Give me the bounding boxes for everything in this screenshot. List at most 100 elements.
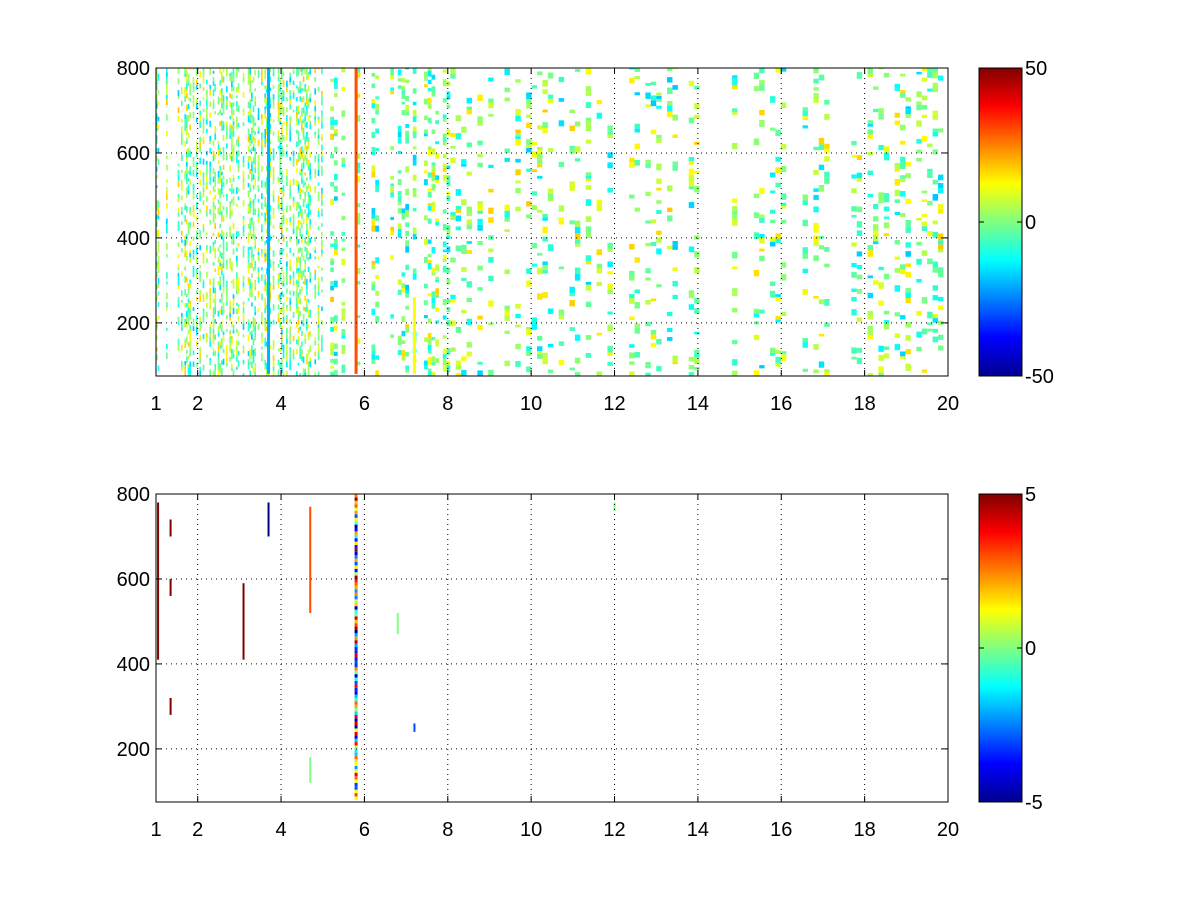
heatmap-cell (307, 336, 310, 340)
heatmap-cell (424, 238, 428, 245)
heatmap-cell (307, 299, 310, 303)
heatmap-cell (247, 325, 250, 332)
heatmap-cell (301, 286, 303, 292)
heatmap-cell (299, 298, 302, 305)
heatmap-cell (442, 142, 447, 146)
heatmap-cell (431, 74, 436, 80)
heatmap-cell (237, 140, 240, 145)
heatmap-cell (266, 88, 268, 93)
heatmap-cell (431, 176, 436, 182)
heatmap-cell (189, 283, 192, 289)
heatmap-cell (277, 88, 280, 96)
heatmap-cell (277, 273, 280, 277)
heatmap-cell (299, 263, 302, 270)
heatmap-cell (282, 352, 285, 359)
heatmap-cell (536, 346, 543, 352)
heatmap-cell (232, 78, 235, 83)
heatmap-cell (667, 105, 673, 112)
heatmap-cell (181, 317, 183, 324)
heatmap-cell (232, 109, 235, 116)
heatmap-cell (526, 280, 532, 287)
heatmap-cell (753, 313, 760, 318)
heatmap-cell (277, 202, 280, 206)
heatmap-cell (272, 250, 275, 257)
heatmap-cell (607, 261, 613, 268)
heatmap-cell (780, 202, 787, 206)
heatmap-cell (302, 373, 305, 376)
heatmap-cell (266, 138, 268, 143)
heatmap-streak (267, 68, 271, 374)
heatmap-cell (442, 265, 447, 273)
heatmap-cell (272, 275, 275, 279)
heatmap-cell (424, 283, 428, 289)
heatmap-cell (289, 326, 292, 333)
heatmap-cell (217, 345, 220, 353)
heatmap-cell (307, 331, 310, 337)
heatmap-cell (281, 339, 283, 345)
y-tick-label: 800 (117, 58, 150, 80)
heatmap-cell (435, 221, 440, 226)
heatmap-cell (667, 207, 673, 213)
heatmap-cell (753, 232, 760, 240)
heatmap-cell (905, 363, 911, 369)
heatmap-cell (477, 205, 483, 211)
heatmap-cell (317, 226, 320, 231)
heatmap-cell (184, 73, 187, 77)
heatmap-cell (321, 267, 323, 271)
heatmap-cell (272, 284, 275, 290)
heatmap-cell (856, 274, 863, 280)
heatmap-cell (299, 83, 302, 90)
heatmap-cell (867, 329, 873, 336)
heatmap-cell (455, 205, 462, 210)
heatmap-cell (231, 338, 233, 345)
heatmap-cell (297, 68, 300, 76)
heatmap-cell (251, 130, 253, 138)
colorbar-tick-label: -5 (1025, 792, 1043, 814)
heatmap-cell (307, 309, 310, 314)
heatmap-cell (354, 680, 358, 685)
heatmap-cell (264, 324, 267, 332)
heatmap-cell (242, 72, 245, 78)
heatmap-cell (156, 128, 158, 132)
heatmap-cell (354, 731, 358, 736)
heatmap-cell (461, 199, 467, 206)
heatmap-cell (867, 68, 873, 74)
heatmap-cell (296, 179, 298, 187)
x-tick-label: 4 (275, 819, 286, 841)
heatmap-cell (157, 241, 160, 247)
heatmap-cell (157, 284, 160, 288)
heatmap-cell (187, 189, 190, 195)
heatmap-cell (281, 128, 283, 134)
heatmap-cell (354, 697, 358, 702)
heatmap-cell (466, 241, 472, 244)
heatmap-cell (309, 114, 312, 118)
heatmap-cell (405, 188, 410, 196)
heatmap-cell (251, 273, 253, 278)
heatmap-cell (569, 145, 575, 149)
heatmap-cell (237, 282, 240, 288)
heatmap-cell (236, 275, 238, 279)
heatmap-cell (254, 131, 257, 135)
heatmap-cell (277, 312, 280, 318)
heatmap-cell (354, 772, 358, 777)
heatmap-cell (424, 179, 428, 186)
heatmap-cell (371, 171, 376, 178)
heatmap-cell (526, 168, 532, 172)
heatmap-cell (442, 249, 447, 253)
heatmap-cell (309, 345, 312, 353)
heatmap-cell (354, 725, 358, 729)
heatmap-cell (217, 326, 220, 333)
heatmap-cell (356, 218, 361, 225)
heatmap-cell (177, 221, 180, 225)
heatmap-cell (515, 79, 521, 83)
heatmap-cell (249, 184, 252, 189)
heatmap-cell (196, 273, 198, 279)
heatmap-cell (249, 278, 252, 284)
heatmap-cell (390, 192, 395, 198)
heatmap-cell (317, 305, 320, 308)
heatmap-cell (181, 327, 183, 331)
heatmap-cell (321, 231, 323, 237)
heatmap-cell (286, 181, 288, 186)
heatmap-cell (341, 86, 346, 91)
heatmap-cell (536, 125, 543, 130)
